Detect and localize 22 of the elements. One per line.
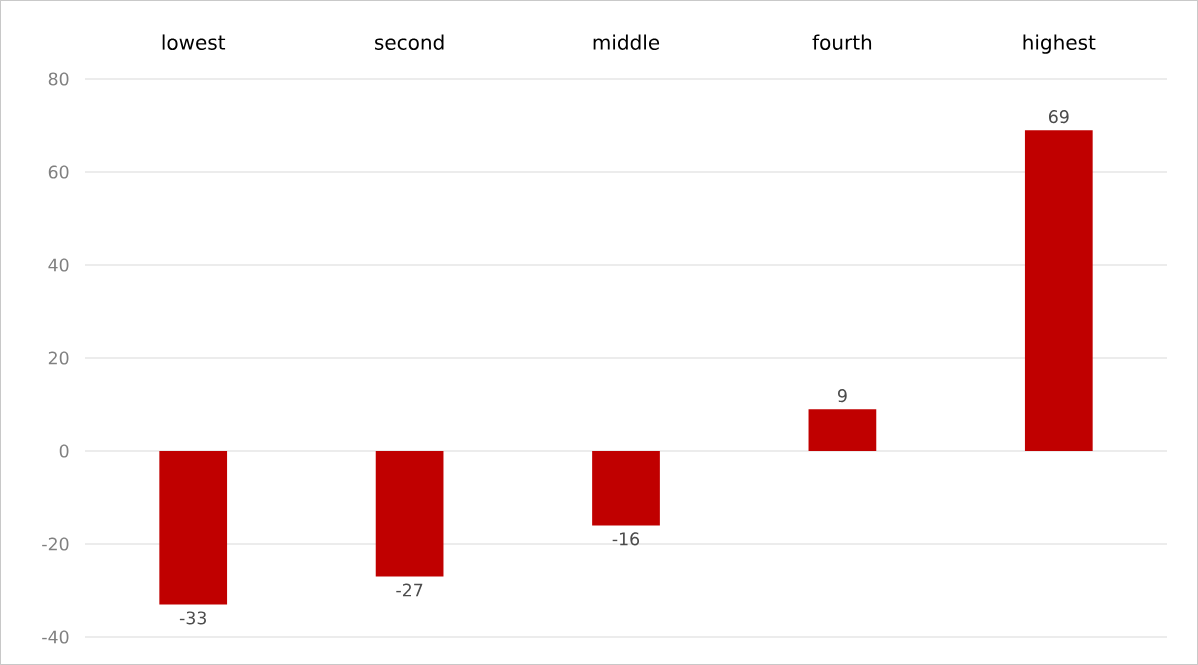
x-tick-label: second — [375, 34, 444, 50]
x-tick-label: middle — [593, 34, 660, 50]
bar — [375, 450, 444, 577]
bar — [592, 450, 660, 526]
bar — [808, 409, 877, 451]
data-label: -16 — [612, 532, 640, 546]
data-label: -27 — [396, 583, 423, 597]
x-tick-label: highest — [1023, 34, 1096, 54]
data-label: 9 — [837, 389, 847, 403]
y-tick-label: 0 — [59, 444, 69, 458]
y-tick-label: 40 — [48, 258, 69, 272]
data-label: 69 — [1048, 110, 1069, 124]
x-tick-label: fourth — [812, 34, 872, 50]
data-label: -33 — [179, 611, 206, 625]
y-tick-label: 60 — [48, 165, 69, 179]
y-tick-label: 80 — [48, 72, 69, 86]
y-tick-label: 20 — [48, 351, 69, 365]
bar — [159, 450, 228, 605]
y-tick-label: -40 — [42, 630, 69, 644]
x-tick-label: lowest — [162, 34, 226, 50]
bar — [1024, 130, 1093, 451]
y-tick-label: -20 — [42, 537, 69, 551]
